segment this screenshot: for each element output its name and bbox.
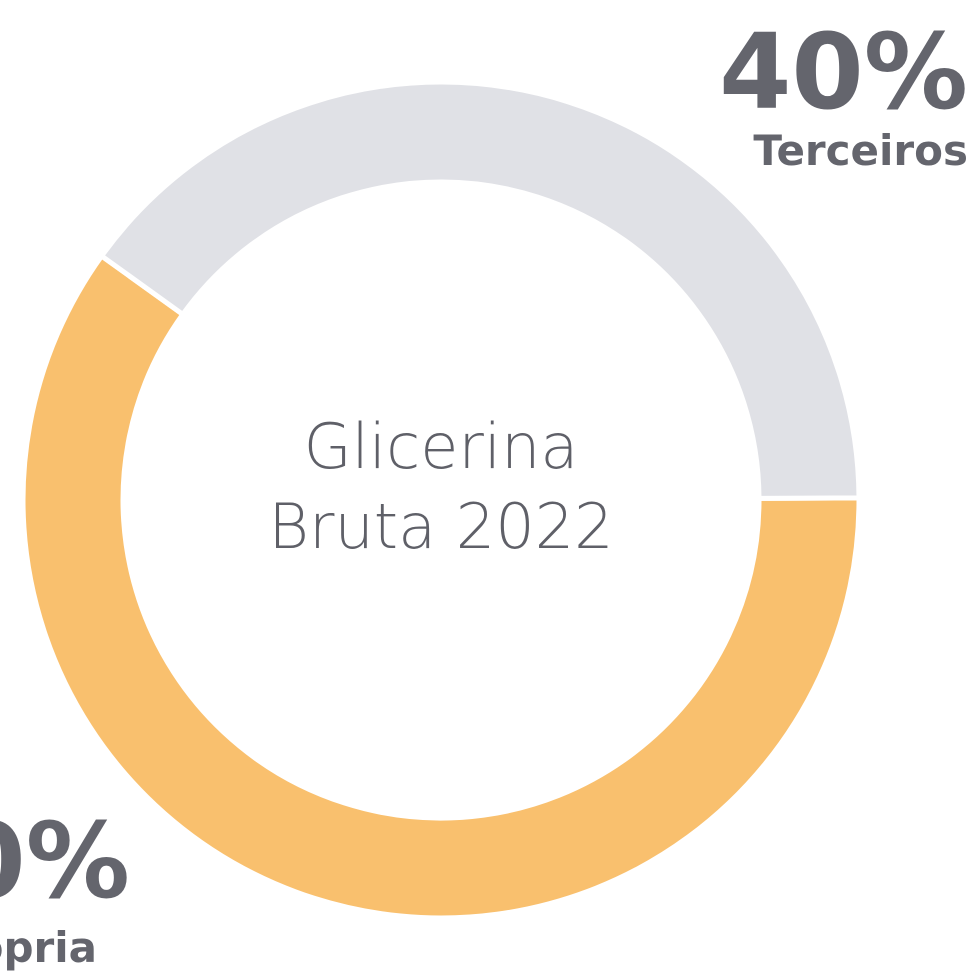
center-text: Glicerina	[304, 410, 579, 483]
value-label: 40%	[719, 11, 968, 133]
center-text: Bruta 2022	[268, 490, 613, 563]
donut-segment	[98, 79, 862, 501]
category-label: Própria	[0, 923, 97, 972]
value-label: 60%	[0, 800, 130, 922]
donut-segment	[20, 252, 862, 921]
category-label: Terceiros	[753, 126, 968, 175]
